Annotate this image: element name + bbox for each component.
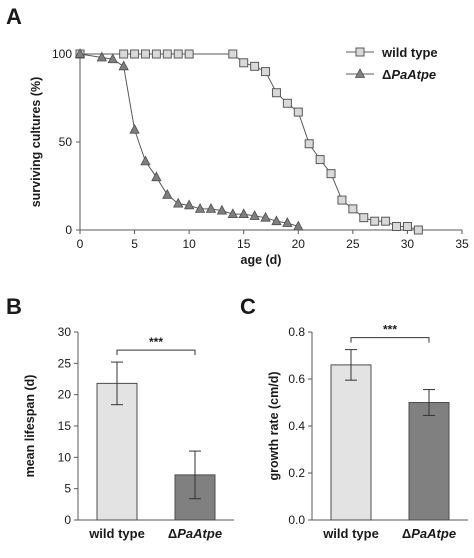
y-tick-label: 100: [52, 47, 72, 61]
significance-bracket: [350, 337, 430, 343]
x-tick-label: 5: [131, 237, 138, 251]
data-point: [304, 139, 314, 149]
data-point: [74, 48, 86, 58]
category-label: wild type: [322, 526, 379, 541]
growth-rate-bar-chart: 0.0 0.2 0.4 0.6 0.8 growth rate (cm/d) wild ty…: [267, 323, 468, 541]
data-point: [392, 221, 402, 231]
y-tick-label: 25: [58, 356, 72, 370]
y-tick-label: 50: [59, 135, 73, 149]
data-point: [282, 217, 293, 227]
legend-marker: [355, 47, 365, 57]
data-point: [96, 51, 107, 62]
data-point: [261, 67, 271, 77]
data-point: [238, 208, 249, 219]
data-point: [184, 49, 194, 59]
data-point: [348, 204, 358, 214]
data-point: [140, 155, 151, 166]
data-point: [239, 58, 249, 68]
legend-marker: [354, 68, 366, 78]
y-tick-label: 0.4: [288, 419, 305, 433]
lifespan-bar-chart: 0 5 10 15 20 25 30 mean lifespan (d) wild type ΔP…: [23, 325, 234, 541]
series-line: [80, 53, 419, 231]
data-point: [173, 49, 183, 59]
y-tick-label: 15: [58, 419, 72, 433]
data-point: [151, 49, 161, 59]
data-point: [227, 208, 238, 219]
y-tick-label: 10: [58, 450, 72, 464]
data-point: [337, 195, 347, 205]
x-tick-label: 20: [292, 237, 306, 251]
data-point: [250, 61, 260, 71]
data-point: [260, 211, 271, 222]
data-point: [228, 49, 238, 59]
bar: [96, 382, 138, 521]
category-label: ΔPaAtpe: [168, 526, 222, 541]
category-label: wild type: [88, 526, 145, 541]
y-axis-title: surviving cultures (%): [29, 77, 43, 208]
data-point: [359, 213, 369, 223]
data-point: [402, 221, 412, 231]
x-tick-label: 10: [182, 237, 196, 251]
y-tick-label: 0.0: [288, 513, 305, 527]
data-point: [162, 188, 173, 199]
x-tick-label: 35: [455, 237, 469, 251]
y-tick-label: 0.8: [288, 325, 305, 339]
data-point: [119, 49, 129, 59]
y-tick-label: 0: [64, 513, 71, 527]
legend-label: wild type: [381, 45, 438, 60]
data-point: [140, 49, 150, 59]
bar: [408, 402, 450, 521]
panel-a-letter: A: [6, 4, 22, 29]
data-point: [293, 220, 304, 231]
data-point: [271, 215, 282, 226]
data-point: [151, 171, 162, 182]
y-tick-label: 0: [65, 223, 72, 237]
data-point: [293, 107, 303, 117]
data-point: [315, 155, 325, 165]
data-point: [271, 88, 281, 98]
data-point: [216, 204, 228, 215]
data-point: [370, 216, 380, 226]
data-point: [130, 49, 140, 59]
significance-bracket: [116, 349, 196, 356]
significance-label: ***: [149, 335, 163, 349]
panel-c-letter: C: [240, 294, 256, 319]
x-tick-label: 0: [77, 237, 84, 251]
y-axis-title: mean lifespan (d): [23, 375, 37, 478]
y-axis-title: growth rate (cm/d): [267, 371, 281, 480]
x-tick-label: 30: [401, 237, 415, 251]
data-point: [413, 225, 423, 235]
y-tick-label: 0.2: [288, 466, 305, 480]
panel-b-letter: B: [6, 294, 22, 319]
significance-label: ***: [383, 323, 397, 337]
data-point: [162, 49, 172, 59]
legend-label: ΔPaAtpe: [382, 67, 436, 82]
x-axis-title: age (d): [241, 253, 282, 267]
data-point: [205, 203, 217, 213]
y-tick-label: 5: [64, 482, 71, 496]
data-point: [107, 53, 118, 64]
data-point: [381, 216, 391, 226]
y-tick-label: 0.6: [288, 372, 305, 386]
data-point: [118, 60, 129, 71]
survival-line-chart: 0 5 10 15 20 25 30 35 0 50 100 age (d) surviving cul…: [29, 45, 469, 267]
data-point: [129, 123, 140, 134]
y-tick-label: 30: [58, 325, 72, 339]
data-point: [249, 210, 260, 220]
x-tick-label: 15: [237, 237, 251, 251]
data-point: [194, 203, 206, 213]
x-tick-label: 25: [346, 237, 360, 251]
data-point: [173, 197, 184, 208]
data-point: [326, 169, 336, 179]
data-point: [282, 98, 292, 108]
bar: [330, 364, 372, 521]
y-tick-label: 20: [58, 388, 72, 402]
data-point: [183, 199, 195, 210]
category-label: ΔPaAtpe: [402, 526, 456, 541]
